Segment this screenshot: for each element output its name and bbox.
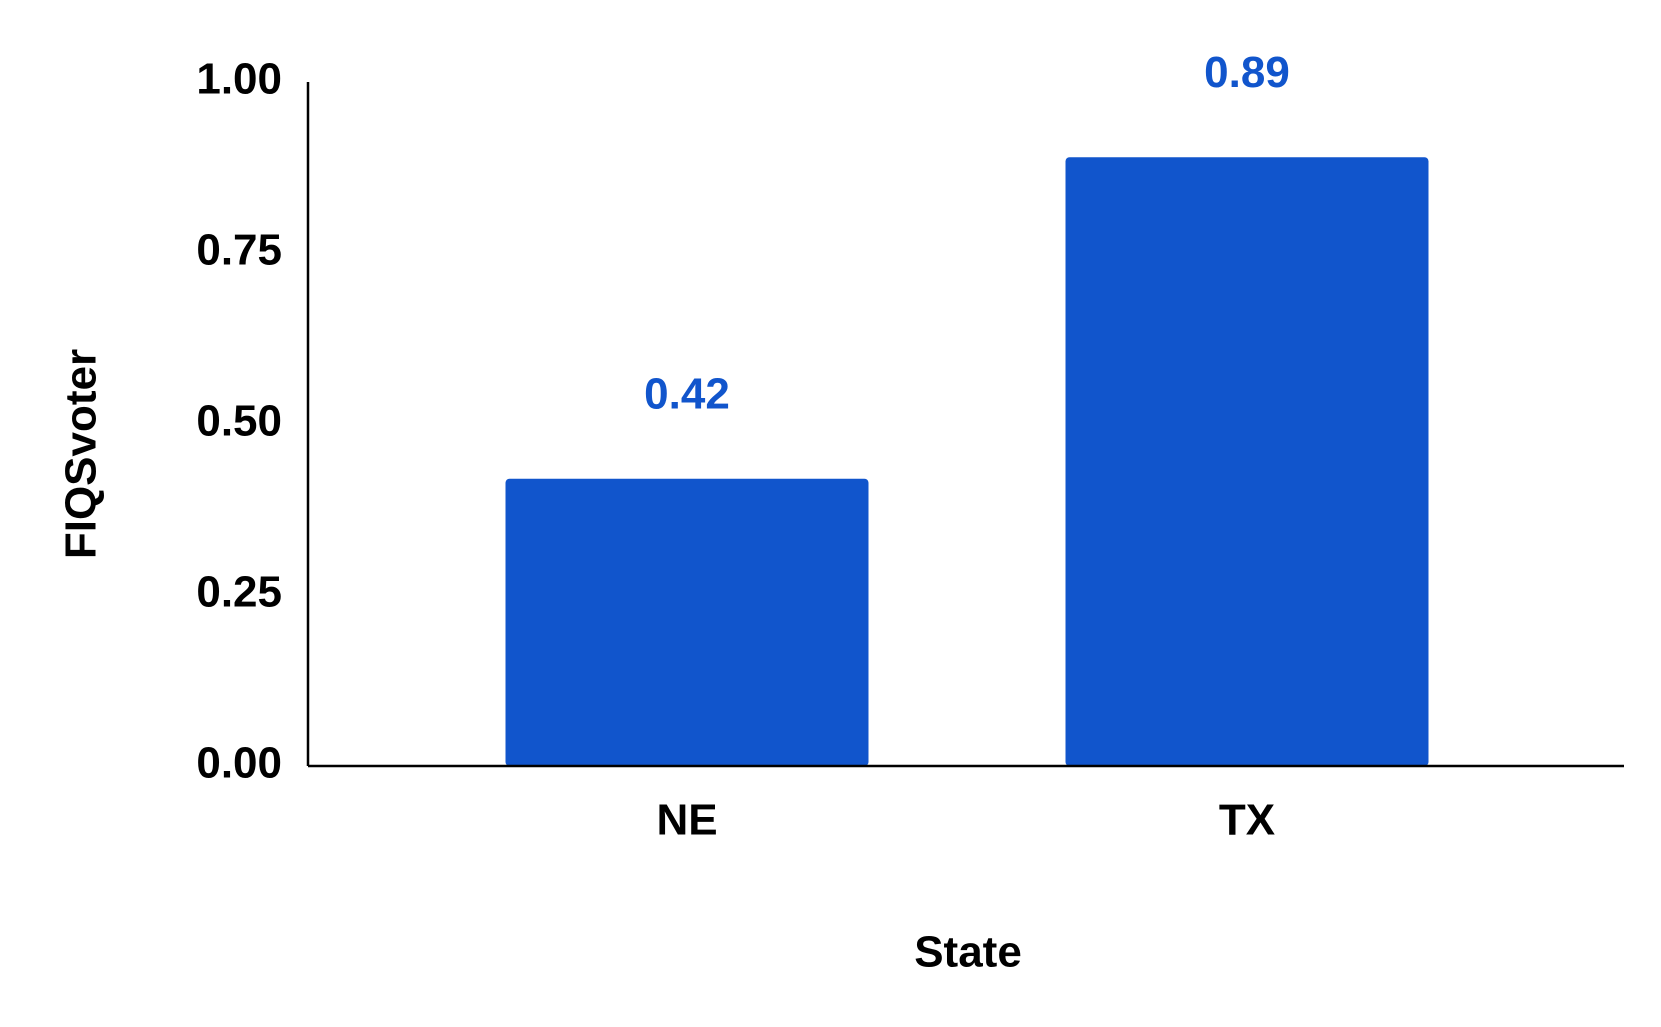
y-axis-title: FIQSvoter (57, 349, 106, 559)
bar (1065, 157, 1429, 767)
y-tick-label: 0.50 (196, 397, 282, 446)
y-tick-label: 0.75 (196, 226, 282, 275)
value-label: 0.89 (1204, 48, 1290, 97)
x-axis-title: State (914, 928, 1022, 977)
y-tick-label: 0.00 (196, 739, 282, 788)
value-label: 0.42 (644, 369, 730, 418)
bar (505, 478, 869, 766)
y-tick-label: 1.00 (196, 55, 282, 104)
x-tick-label: NE (656, 796, 717, 845)
y-tick-label: 0.25 (196, 568, 282, 617)
x-tick-label: TX (1219, 796, 1275, 845)
